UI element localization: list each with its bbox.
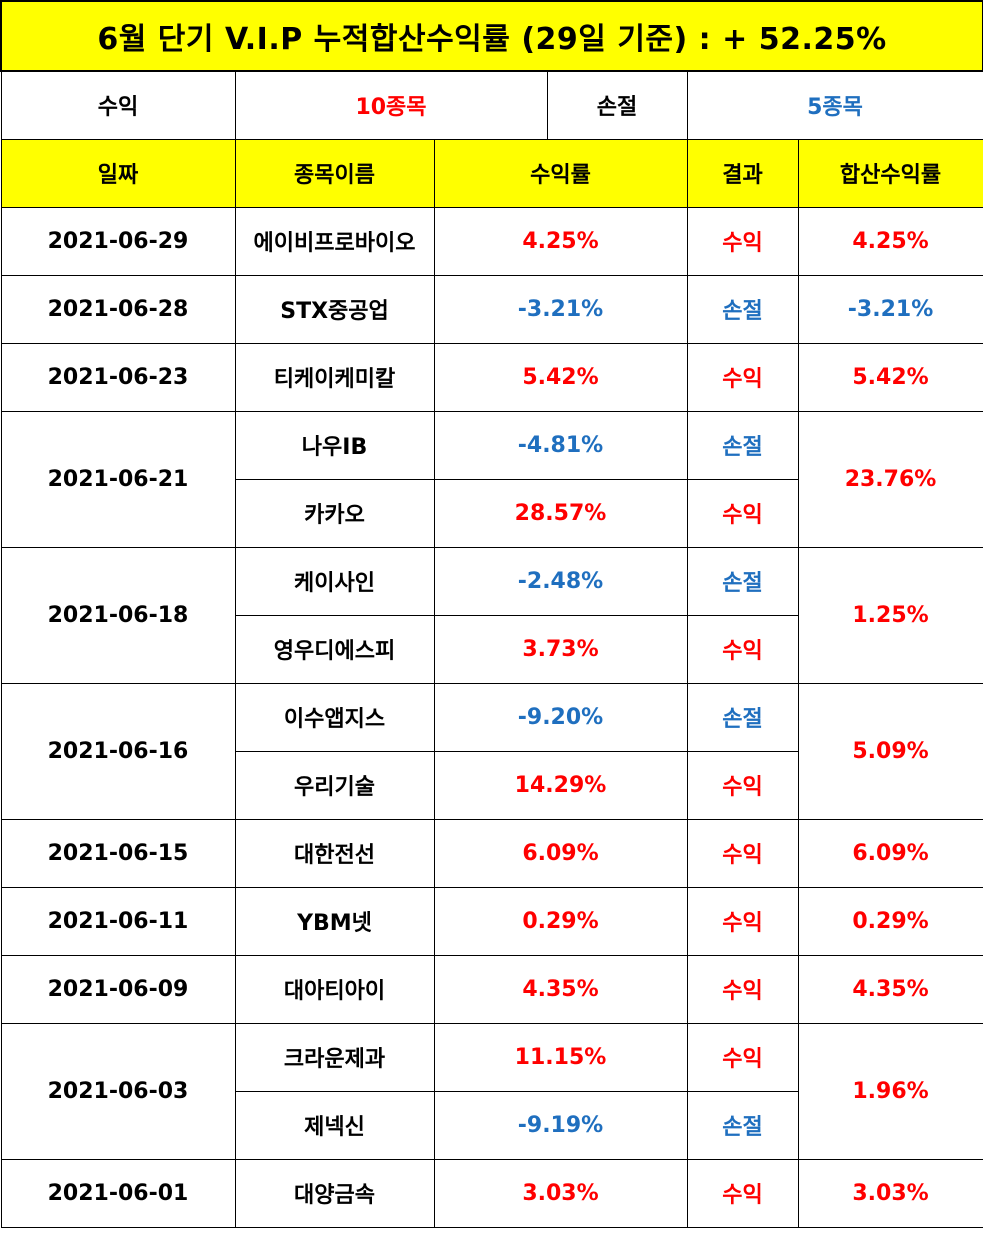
total-return-cell: 5.09%: [797, 682, 983, 820]
title-row: 6월 단기 V.I.P 누적합산수익률 (29일 기준) : + 52.25%: [0, 0, 983, 72]
return-rate-cell: -3.21%: [433, 274, 688, 344]
total-return-cell: 23.76%: [797, 410, 983, 548]
return-rate-cell: 3.73%: [433, 614, 688, 684]
stock-name-cell: 영우디에스피: [234, 614, 435, 684]
total-return-cell: 0.29%: [797, 886, 983, 956]
result-cell: 손절: [686, 1090, 799, 1160]
summary-profit-label: 수익: [0, 70, 236, 140]
stock-name-cell: STX중공업: [234, 274, 435, 344]
stock-name-cell: 케이사인: [234, 546, 435, 616]
summary-loss-count: 5종목: [686, 70, 983, 140]
table-row: 2021-06-09 대아티아이 4.35% 수익 4.35%: [0, 954, 983, 1024]
return-rate-cell: -2.48%: [433, 546, 688, 616]
return-rate-cell: 0.29%: [433, 886, 688, 956]
stock-name-cell: 이수앱지스: [234, 682, 435, 752]
table-row: 2021-06-28 STX중공업 -3.21% 손절 -3.21%: [0, 274, 983, 344]
result-cell: 수익: [686, 206, 799, 276]
total-return-cell: 1.25%: [797, 546, 983, 684]
total-return-cell: 1.96%: [797, 1022, 983, 1160]
table-row: 2021-06-21 나우IB -4.81% 손절 23.76%: [0, 410, 983, 548]
result-cell: 수익: [686, 614, 799, 684]
total-return-cell: 6.09%: [797, 818, 983, 888]
return-rate-cell: -9.20%: [433, 682, 688, 752]
table-row: 2021-06-16 이수앱지스 -9.20% 손절 5.09%: [0, 682, 983, 820]
table-row: 우리기술 14.29% 수익: [1, 750, 983, 820]
stock-name-cell: 에이비프로바이오: [234, 206, 435, 276]
table-row: 2021-06-03 크라운제과 11.15% 수익 1.96%: [0, 1022, 983, 1160]
table-row: 카카오 28.57% 수익: [1, 478, 983, 548]
page-title: 6월 단기 V.I.P 누적합산수익률 (29일 기준) : + 52.25%: [0, 0, 983, 72]
result-cell: 수익: [686, 818, 799, 888]
date-cell: 2021-06-09: [0, 954, 236, 1024]
return-rate-cell: -9.19%: [433, 1090, 688, 1160]
stock-name-cell: 카카오: [234, 478, 435, 548]
stock-name-cell: 티케이케미칼: [234, 342, 435, 412]
date-cell: 2021-06-01: [0, 1158, 236, 1228]
result-cell: 수익: [686, 478, 799, 548]
header-date: 일짜: [0, 138, 236, 208]
result-cell: 수익: [686, 1158, 799, 1228]
table-row: 2021-06-29 에이비프로바이오 4.25% 수익 4.25%: [0, 206, 983, 276]
total-return-cell: 5.42%: [797, 342, 983, 412]
date-cell: 2021-06-11: [0, 886, 236, 956]
header-result: 결과: [686, 138, 799, 208]
summary-profit-count: 10종목: [234, 70, 548, 140]
result-cell: 손절: [686, 410, 799, 480]
date-cell: 2021-06-23: [0, 342, 236, 412]
total-return-cell: 4.25%: [797, 206, 983, 276]
return-rate-cell: 4.35%: [433, 954, 688, 1024]
stock-name-cell: 우리기술: [234, 750, 435, 820]
stock-name-cell: 대한전선: [234, 818, 435, 888]
return-rate-cell: 3.03%: [433, 1158, 688, 1228]
date-cell: 2021-06-18: [0, 546, 236, 684]
date-cell: 2021-06-21: [0, 410, 236, 548]
summary-row: 수익 10종목 손절 5종목: [0, 70, 983, 140]
header-stock-name: 종목이름: [234, 138, 435, 208]
result-cell: 수익: [686, 750, 799, 820]
return-rate-cell: 4.25%: [433, 206, 688, 276]
stock-name-cell: YBM넷: [234, 886, 435, 956]
return-rate-cell: 6.09%: [433, 818, 688, 888]
result-cell: 수익: [686, 954, 799, 1024]
table-row: 2021-06-11 YBM넷 0.29% 수익 0.29%: [0, 886, 983, 956]
result-cell: 수익: [686, 342, 799, 412]
total-return-cell: 4.35%: [797, 954, 983, 1024]
date-cell: 2021-06-29: [0, 206, 236, 276]
return-rate-cell: 11.15%: [433, 1022, 688, 1092]
header-return-rate: 수익률: [433, 138, 688, 208]
summary-loss-label: 손절: [546, 70, 688, 140]
result-cell: 수익: [686, 1022, 799, 1092]
total-return-cell: -3.21%: [797, 274, 983, 344]
table-row: 제넥신 -9.19% 손절: [1, 1090, 983, 1160]
return-rate-cell: -4.81%: [433, 410, 688, 480]
stock-name-cell: 나우IB: [234, 410, 435, 480]
date-cell: 2021-06-28: [0, 274, 236, 344]
return-rate-cell: 14.29%: [433, 750, 688, 820]
date-cell: 2021-06-15: [0, 818, 236, 888]
date-cell: 2021-06-16: [0, 682, 236, 820]
table-row: 2021-06-23 티케이케미칼 5.42% 수익 5.42%: [0, 342, 983, 412]
stock-name-cell: 제넥신: [234, 1090, 435, 1160]
result-cell: 수익: [686, 886, 799, 956]
result-cell: 손절: [686, 546, 799, 616]
stock-name-cell: 크라운제과: [234, 1022, 435, 1092]
table-row: 2021-06-15 대한전선 6.09% 수익 6.09%: [0, 818, 983, 888]
result-cell: 손절: [686, 274, 799, 344]
total-return-cell: 3.03%: [797, 1158, 983, 1228]
return-rate-cell: 28.57%: [433, 478, 688, 548]
result-cell: 손절: [686, 682, 799, 752]
header-row: 일짜 종목이름 수익률 결과 합산수익률: [0, 138, 983, 208]
table-row: 2021-06-01 대양금속 3.03% 수익 3.03%: [0, 1158, 983, 1228]
stock-name-cell: 대아티아이: [234, 954, 435, 1024]
return-rate-cell: 5.42%: [433, 342, 688, 412]
stock-name-cell: 대양금속: [234, 1158, 435, 1228]
table-row: 2021-06-18 케이사인 -2.48% 손절 1.25%: [0, 546, 983, 684]
date-cell: 2021-06-03: [0, 1022, 236, 1160]
header-total-return: 합산수익률: [797, 138, 983, 208]
